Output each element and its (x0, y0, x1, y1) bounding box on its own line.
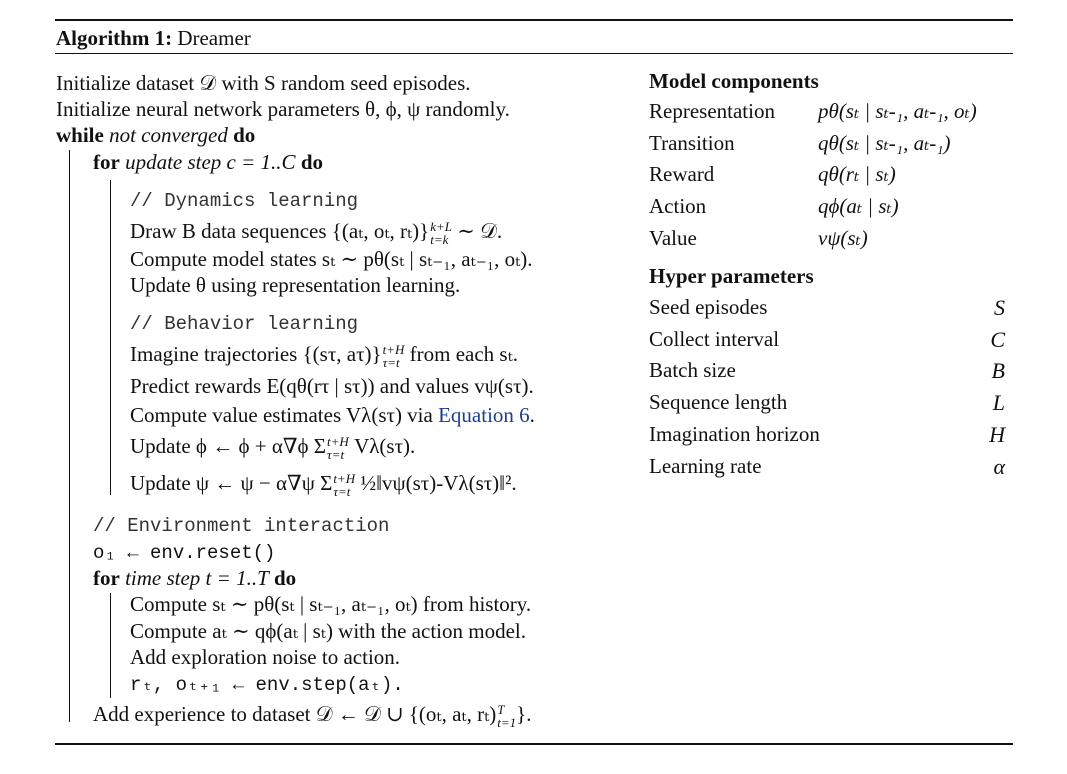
line-update-theta: Update θ using representation learning. (130, 273, 461, 297)
hyper-parameters-title: Hyper parameters (649, 264, 814, 288)
while-block-bar (69, 150, 70, 722)
hyper-label: Imagination horizon (649, 422, 820, 446)
hyper-value: C (990, 327, 1005, 352)
hyper-value: α (993, 454, 1005, 479)
line-draw: Draw B data sequences {(aₜ, oₜ, rₜ)} k+L t… (130, 219, 502, 246)
update-psi-sup: t+H (333, 471, 356, 487)
component-value: qθ(rₜ | sₜ) (818, 162, 896, 186)
line-env-reset: o₁ ← env.reset() (93, 542, 276, 564)
line-init-dataset: Initialize dataset 𝒟 with S random seed … (56, 71, 471, 95)
line-add-noise: Add exploration noise to action. (130, 645, 401, 669)
hyper-label: Batch size (649, 358, 736, 382)
line-predict: Predict rewards E(qθ(rτ | sτ)) and value… (130, 374, 534, 398)
line-compute-st: Compute sₜ ∼ pθ(sₜ | sₜ₋₁, aₜ₋₁, oₜ) fro… (130, 592, 532, 616)
component-label: Reward (649, 162, 715, 186)
do-keyword: do (274, 566, 297, 590)
equation-link[interactable]: Equation 6 (438, 403, 530, 427)
update-phi-text: Update ϕ ← ϕ + α∇ϕ Σ (130, 434, 327, 458)
update-psi-tail: ½‖vψ(sτ)-Vλ(sτ)‖². (355, 471, 517, 495)
draw-sup: k+L (430, 219, 453, 235)
for-update-block-bar (110, 180, 111, 495)
line-imagine: Imagine trajectories {(sτ, aτ)} t+H τ=t fr… (130, 342, 518, 369)
component-value: qθ(sₜ | sₜ-₁, aₜ-₁) (818, 131, 951, 155)
component-value: pθ(sₜ | sₜ-₁, aₜ-₁, oₜ) (818, 99, 977, 123)
component-label: Value (649, 226, 697, 250)
imagine-tail: from each sₜ. (404, 342, 519, 366)
imagine-sub: τ=t (382, 355, 400, 371)
add-experience-sup: T (497, 702, 505, 718)
update-phi-tail: Vλ(sτ). (348, 434, 416, 458)
imagine-sup: t+H (382, 342, 405, 358)
line-while: while not converged do (56, 123, 255, 147)
component-label: Action (649, 194, 707, 218)
hyper-value: B (991, 358, 1005, 383)
line-add-experience: Add experience to dataset 𝒟 ← 𝒟 ∪ {(oₜ, … (93, 702, 532, 729)
draw-text: Draw B data sequences {(aₜ, oₜ, rₜ)} (130, 219, 430, 243)
hyper-label: Seed episodes (649, 295, 768, 319)
for-update-condition: update step c = 1..C (125, 150, 296, 174)
compute-value-pre: Compute value estimates Vλ(sτ) via (130, 403, 439, 427)
hyper-value: S (994, 295, 1005, 320)
header-rule (55, 53, 1013, 54)
for-keyword: for (93, 566, 120, 590)
comment-behavior: // Behavior learning (130, 313, 359, 335)
for-keyword: for (93, 150, 120, 174)
top-rule (55, 19, 1013, 21)
do-keyword: do (300, 150, 323, 174)
line-init-params: Initialize neural network parameters θ, … (56, 97, 510, 121)
compute-value-post: . (529, 403, 535, 427)
update-phi-sub: τ=t (327, 447, 345, 463)
add-experience-tail: }. (516, 702, 532, 726)
for-time-condition: time step t = 1..T (125, 566, 269, 590)
component-value: vψ(sₜ) (818, 226, 868, 250)
component-label: Transition (649, 131, 735, 155)
hyper-value: L (992, 390, 1005, 415)
line-for-time: for time step t = 1..T do (93, 566, 296, 590)
algorithm-label: Algorithm 1: (56, 26, 173, 50)
hyper-label: Collect interval (649, 327, 780, 351)
draw-sub: t=k (430, 232, 449, 248)
hyper-value: H (989, 422, 1005, 447)
imagine-text: Imagine trajectories {(sτ, aτ)} (130, 342, 382, 366)
line-compute-value: Compute value estimates Vλ(sτ) via Equat… (130, 403, 535, 427)
hyper-label: Learning rate (649, 454, 762, 478)
line-for-update: for update step c = 1..C do (93, 150, 323, 174)
add-experience-text: Add experience to dataset 𝒟 ← 𝒟 ∪ {(oₜ, … (93, 702, 497, 726)
line-compute-at: Compute aₜ ∼ qϕ(aₜ | sₜ) with the action… (130, 619, 526, 643)
update-psi-sub: τ=t (333, 484, 351, 500)
comment-dynamics: // Dynamics learning (130, 190, 359, 212)
hyper-label: Sequence length (649, 390, 788, 414)
while-condition: not converged (109, 123, 228, 147)
algorithm-name: Dreamer (177, 26, 251, 50)
comment-env: // Environment interaction (93, 515, 390, 537)
add-experience-sub: t=1 (497, 715, 517, 731)
component-label: Representation (649, 99, 775, 123)
do-keyword: do (233, 123, 256, 147)
component-value: qϕ(aₜ | sₜ) (818, 194, 899, 218)
model-components-title: Model components (649, 69, 819, 93)
bottom-rule (55, 743, 1013, 745)
while-keyword: while (56, 123, 104, 147)
update-psi-text: Update ψ ← ψ − α∇ψ Σ (130, 471, 333, 495)
line-compute-states: Compute model states sₜ ∼ pθ(sₜ | sₜ₋₁, … (130, 247, 533, 271)
algorithm-header: Algorithm 1: Dreamer (56, 26, 251, 50)
line-env-step: rₜ, oₜ₊₁ ← env.step(aₜ). (130, 674, 404, 696)
update-phi-sup: t+H (327, 434, 349, 450)
draw-tail: ∼ 𝒟. (452, 219, 503, 243)
for-time-block-bar (110, 593, 111, 698)
